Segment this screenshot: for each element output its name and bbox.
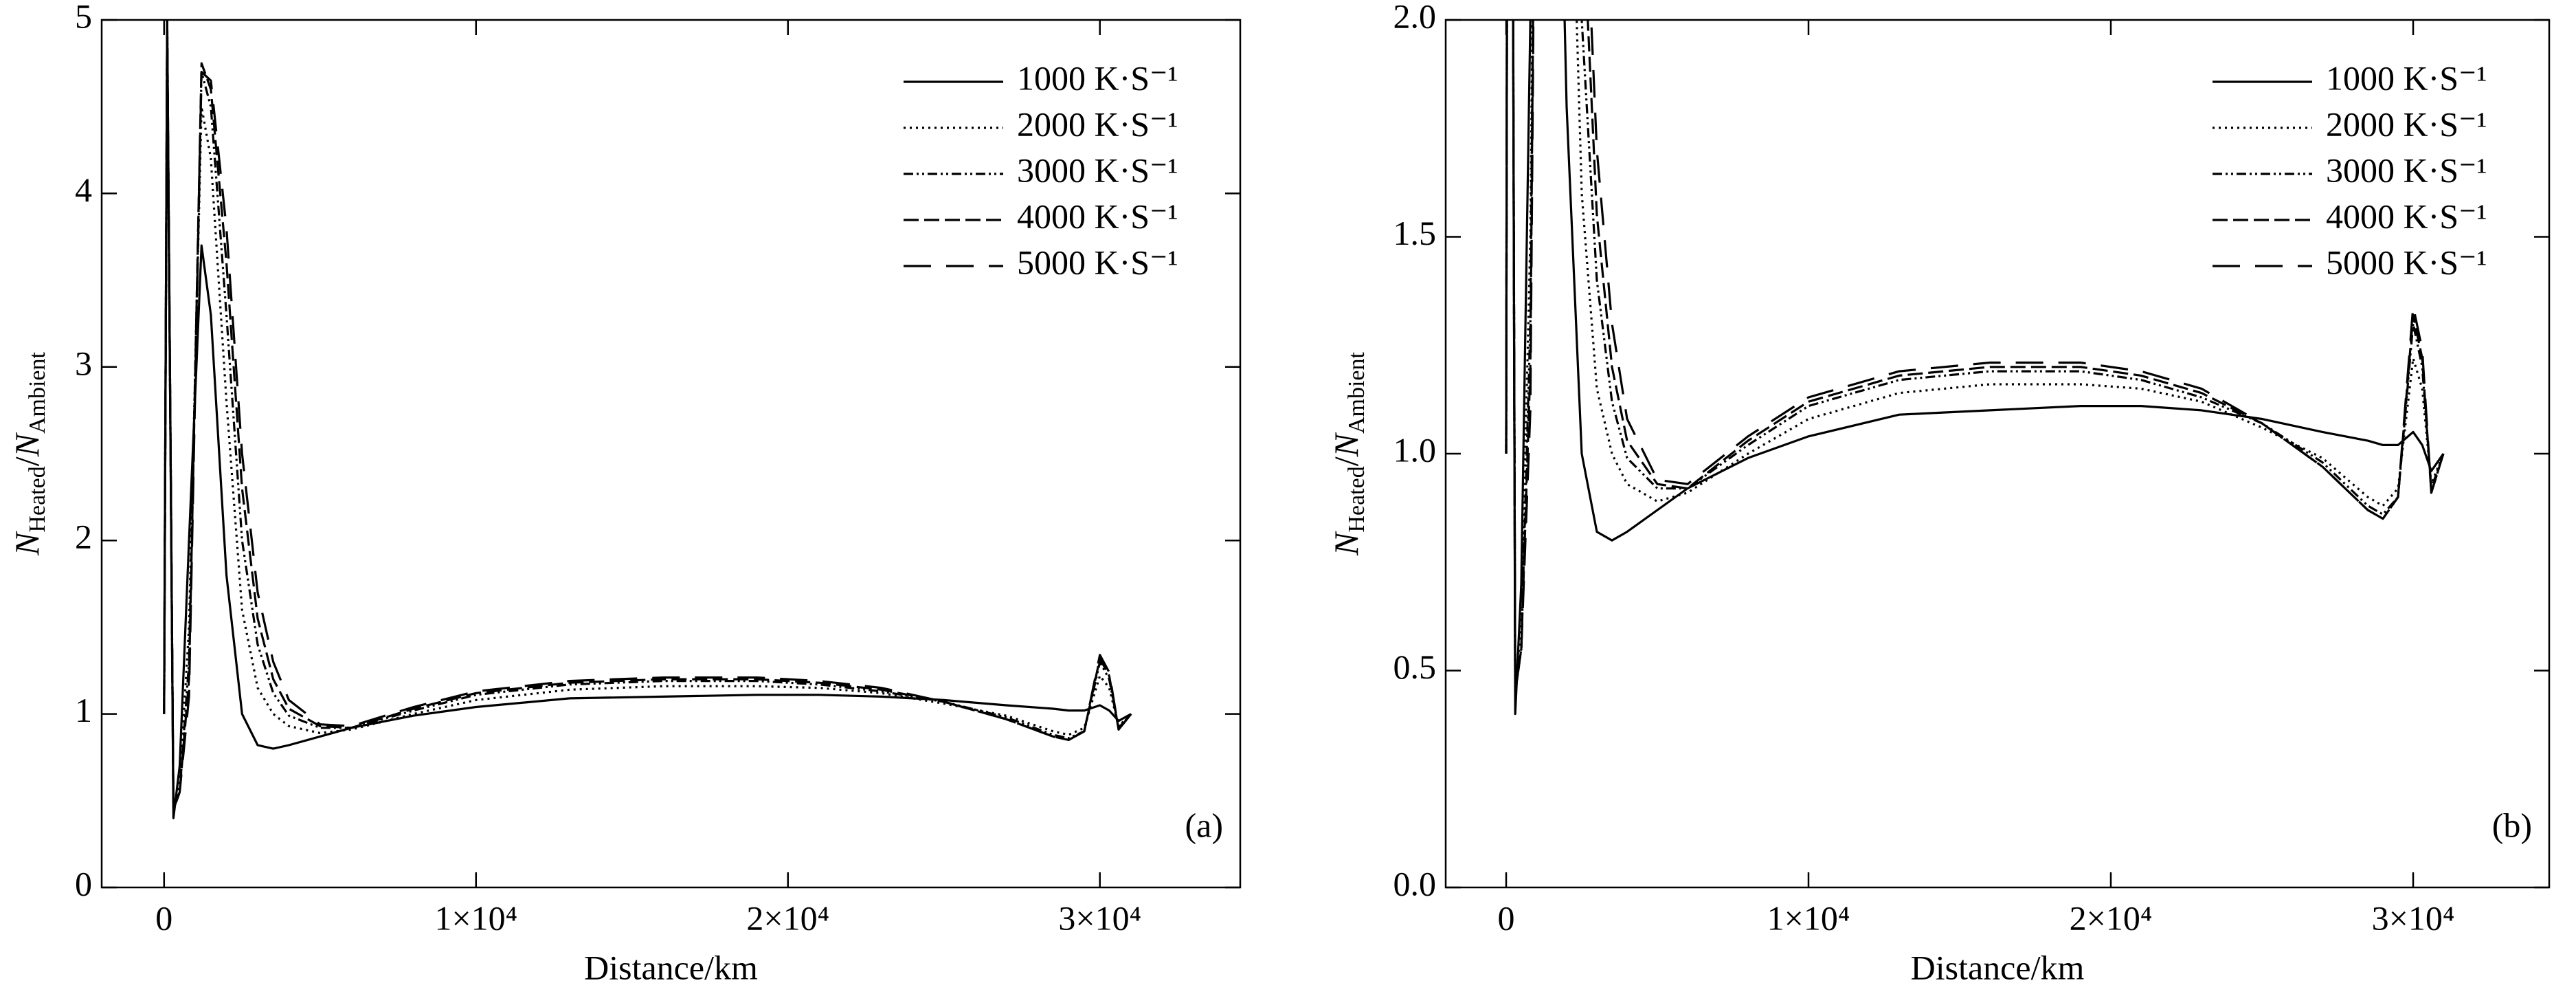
legend-label: 1000 K·S⁻¹ [1017,58,1178,97]
legend-label: 2000 K·S⁻¹ [2326,104,2487,143]
legend-label: 4000 K·S⁻¹ [2326,197,2487,235]
y-label-part: Heated [25,466,50,532]
y-axis-label: NHeated/NAmbient [1327,352,1369,556]
x-axis-label: Distance/km [1911,948,2085,986]
y-label-part: N [8,432,46,457]
y-label-part: N [1327,432,1365,457]
y-tick-label: 4 [75,170,92,209]
x-axis-label: Distance/km [584,948,758,986]
y-label-part: Ambient [25,352,50,434]
data-line [1505,20,2445,694]
y-label-part: / [1327,456,1365,466]
y-label-part: N [1327,531,1365,556]
data-line [163,20,1132,819]
y-tick-label: 0 [75,864,92,903]
y-label-part: Heated [1344,466,1369,532]
y-tick-label: 3 [75,344,92,382]
x-tick-label: 0 [1498,898,1515,937]
legend-label: 3000 K·S⁻¹ [2326,151,2487,189]
y-tick-label: 2.0 [1393,0,1437,35]
data-line [1505,20,2445,694]
y-tick-label: 5 [75,0,92,35]
y-tick-label: 1 [75,691,92,729]
legend-label: 5000 K·S⁻¹ [1017,243,1178,281]
y-label-part: / [8,456,46,466]
x-tick-label: 3×10⁴ [2372,898,2455,937]
y-axis-label: NHeated/NAmbient [8,352,49,556]
y-tick-label: 2 [75,518,92,556]
x-tick-label: 1×10⁴ [1767,898,1850,937]
y-tick-label: 1.5 [1393,214,1437,252]
legend-label: 1000 K·S⁻¹ [2326,58,2487,97]
data-line [163,20,1132,810]
data-line [163,20,1132,810]
panel: 0.0 0.5 1.0 1.5 2.0 0 1×10⁴ 2×10⁴ 3×10⁴ Distance/… [1327,0,2551,986]
panel-label: (a) [1185,806,1224,844]
y-label-part: Ambient [1344,352,1369,434]
x-tick-label: 2×10⁴ [746,898,829,937]
legend-label: 5000 K·S⁻¹ [2326,243,2487,281]
plot-frame [100,19,1242,889]
legend-label: 4000 K·S⁻¹ [1017,197,1178,235]
y-tick-label: 1.0 [1393,430,1437,469]
panel-label: (b) [2492,806,2532,844]
x-tick-label: 1×10⁴ [434,898,517,937]
data-line [163,20,1132,810]
legend-label: 3000 K·S⁻¹ [1017,151,1178,189]
x-tick-label: 3×10⁴ [1058,898,1141,937]
y-tick-label: 0.0 [1393,864,1437,903]
legend-label: 2000 K·S⁻¹ [1017,104,1178,143]
x-tick-label: 2×10⁴ [2070,898,2153,937]
y-label-part: N [8,531,46,556]
x-tick-label: 0 [155,898,172,937]
data-line [163,20,1132,810]
data-line [1505,20,2445,694]
y-tick-label: 0.5 [1393,648,1437,686]
data-line [1505,20,2445,716]
data-line [1505,20,2445,694]
